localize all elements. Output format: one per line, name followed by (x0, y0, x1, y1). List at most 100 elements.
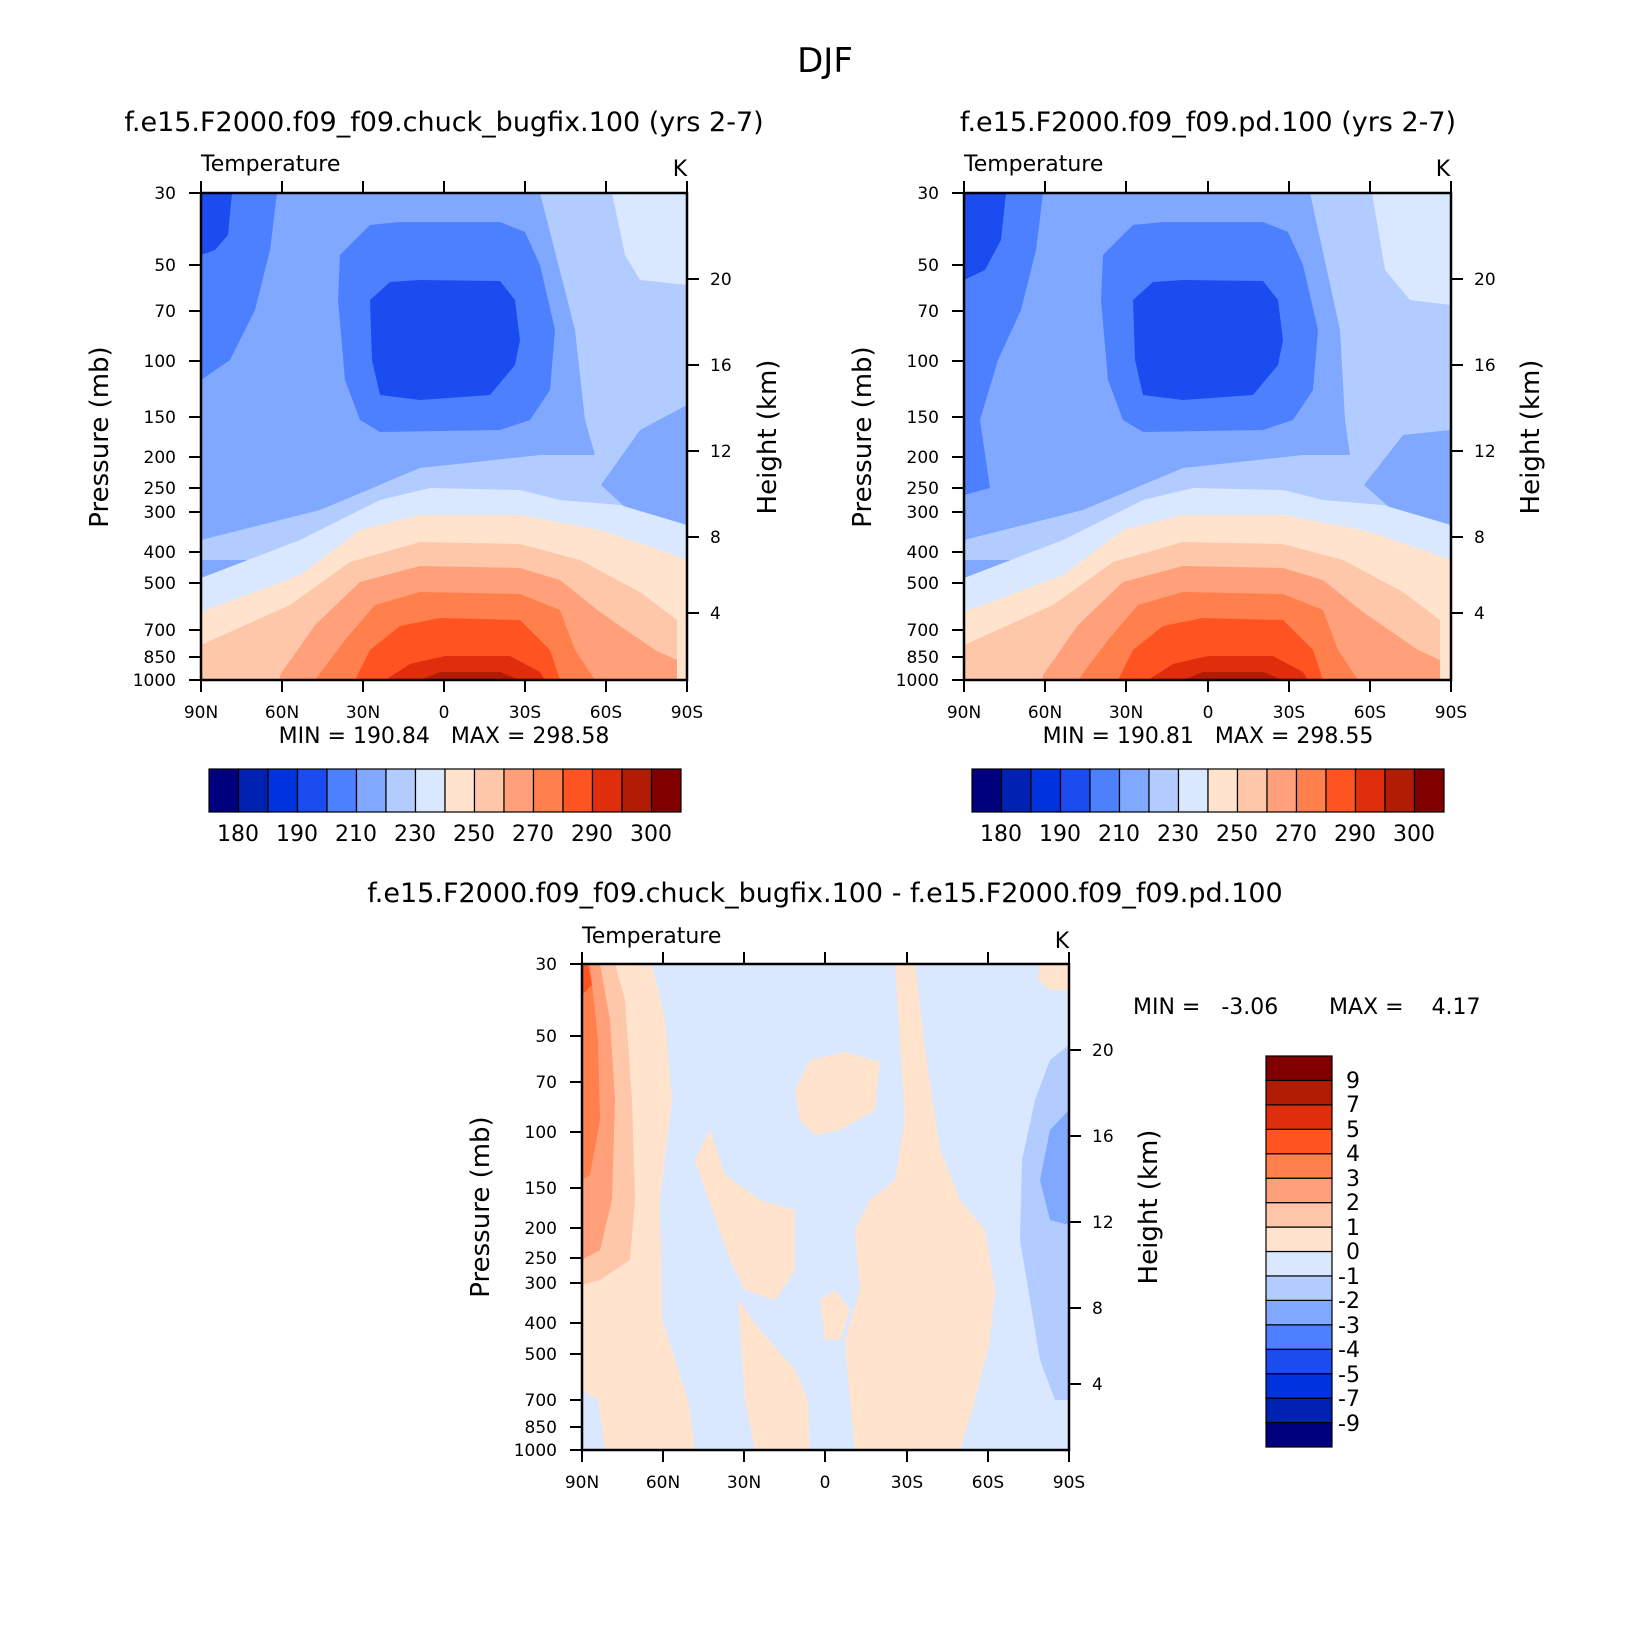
units-label: K (673, 157, 688, 182)
field-label: Temperature (581, 924, 721, 949)
colorbar-swatch (208, 768, 240, 813)
colorbar-swatch (1148, 768, 1180, 813)
y-tick-label: 300 (144, 503, 176, 523)
colorbar-swatch (1265, 1250, 1333, 1277)
colorbar-labels: 180 190 210 230 250 270 290 300 (980, 822, 1435, 847)
colorbar-label: 5 (1346, 1118, 1360, 1143)
min-max-stats: MIN = 190.81 MAX = 298.55 (1043, 724, 1374, 749)
x-tick-label: 30S (1273, 703, 1305, 723)
y-axis-label: Pressure (mb) (85, 346, 115, 527)
colorbar-label: 230 (1157, 822, 1199, 847)
y2-tick-label: 4 (710, 604, 721, 624)
colorbar-swatch (1000, 768, 1032, 813)
y-tick-label: 100 (907, 352, 939, 372)
colorbar-swatch (237, 768, 269, 813)
x-tick-label: 60S (590, 703, 622, 723)
x-tick-label: 60S (972, 1473, 1004, 1493)
colorbar-label: 4 (1346, 1142, 1360, 1167)
colorbar-label: 1 (1346, 1216, 1360, 1241)
y2-tick-label: 20 (1474, 270, 1496, 290)
panel-title: f.e15.F2000.f09_f09.chuck_bugfix.100 - f… (367, 878, 1282, 909)
y-tick-label: 50 (154, 256, 176, 276)
colorbar (971, 768, 1445, 813)
units-label: K (1055, 929, 1070, 954)
colorbar-swatch (1265, 1055, 1333, 1082)
colorbar-swatch (591, 768, 623, 813)
x-tick-label: 60N (265, 703, 299, 723)
colorbar-swatch (1030, 768, 1062, 813)
colorbar-label: 180 (980, 822, 1022, 847)
y2-axis-label: Height (km) (753, 360, 783, 515)
colorbar (1265, 1055, 1333, 1448)
x-tick-label: 30S (891, 1473, 923, 1493)
y2-axis-label: Height (km) (1516, 360, 1546, 515)
colorbar-swatch (532, 768, 564, 813)
colorbar-label: 290 (1334, 822, 1376, 847)
y-tick-label: 50 (535, 1027, 557, 1047)
y-tick-label: 850 (525, 1418, 557, 1438)
y-tick-label: 200 (144, 448, 176, 468)
x-tick-label: 90N (565, 1473, 599, 1493)
colorbar-swatch (355, 768, 387, 813)
colorbar-swatch (385, 768, 417, 813)
colorbar-label: 300 (1393, 822, 1435, 847)
colorbar-swatch (1118, 768, 1150, 813)
colorbar-swatch (1265, 1348, 1333, 1375)
y-tick-label: 700 (907, 621, 939, 641)
y-tick-label: 500 (907, 574, 939, 594)
y-tick-label: 250 (144, 479, 176, 499)
max-stat: MAX = 4.17 (1329, 995, 1481, 1020)
colorbar-label: 3 (1346, 1167, 1360, 1192)
colorbar-swatch (444, 768, 476, 813)
x-tick-labels: 90N 60N 30N 0 30S 60S 90S (947, 703, 1467, 723)
y-tick-label: 300 (525, 1274, 557, 1294)
y-tick-labels: 30 50 70 100 150 200 250 300 400 500 700… (896, 184, 939, 691)
colorbar-label: 190 (276, 822, 318, 847)
colorbar-label: 300 (630, 822, 672, 847)
y-tick-label: 30 (535, 955, 557, 975)
colorbar-swatch (1236, 768, 1268, 813)
y2-tick-label: 12 (710, 442, 732, 462)
y-tick-label: 30 (917, 184, 939, 204)
colorbar-label: 7 (1346, 1093, 1360, 1118)
y-tick-label: 100 (144, 352, 176, 372)
y-tick-label: 500 (525, 1345, 557, 1365)
colorbar-swatch (1265, 1177, 1333, 1204)
colorbar-swatch (296, 768, 328, 813)
y2-tick-label: 12 (1092, 1213, 1114, 1233)
colorbar-swatch (1413, 768, 1445, 813)
x-tick-label: 0 (820, 1473, 831, 1493)
y2-tick-label: 16 (1092, 1127, 1114, 1147)
colorbar (208, 768, 682, 813)
x-tick-label: 60N (1028, 703, 1062, 723)
colorbar-label: 270 (1275, 822, 1317, 847)
y2-axis-label: Height (km) (1134, 1130, 1164, 1285)
colorbar-swatch (1266, 768, 1298, 813)
units-label: K (1436, 157, 1451, 182)
x-tick-label: 90S (1435, 703, 1467, 723)
contour-plot (582, 964, 1069, 1450)
y-tick-label: 250 (907, 479, 939, 499)
y-axis-label: Pressure (mb) (466, 1116, 496, 1297)
colorbar-label: 270 (512, 822, 554, 847)
y-tick-label: 150 (525, 1179, 557, 1199)
y2-tick-label: 4 (1474, 604, 1485, 624)
colorbar-swatch (621, 768, 653, 813)
colorbar-label: -9 (1338, 1412, 1360, 1437)
colorbar-swatch (267, 768, 299, 813)
colorbar-label: 0 (1346, 1240, 1360, 1265)
colorbar-swatch (1265, 1153, 1333, 1179)
colorbar-label: 250 (1216, 822, 1258, 847)
y-tick-label: 1000 (133, 671, 176, 691)
panel-top-left: f.e15.F2000.f09_f09.chuck_bugfix.100 (yr… (85, 107, 783, 847)
y-tick-label: 50 (917, 256, 939, 276)
x-tick-label: 30N (346, 703, 380, 723)
y-tick-label: 70 (917, 302, 939, 322)
x-tick-label: 60S (1354, 703, 1386, 723)
y2-tick-label: 4 (1092, 1375, 1103, 1395)
x-tick-label: 90N (947, 703, 981, 723)
field-label: Temperature (963, 152, 1103, 177)
axis-ticks (189, 181, 699, 692)
x-tick-label: 0 (1203, 703, 1214, 723)
colorbar-swatch (326, 768, 358, 813)
